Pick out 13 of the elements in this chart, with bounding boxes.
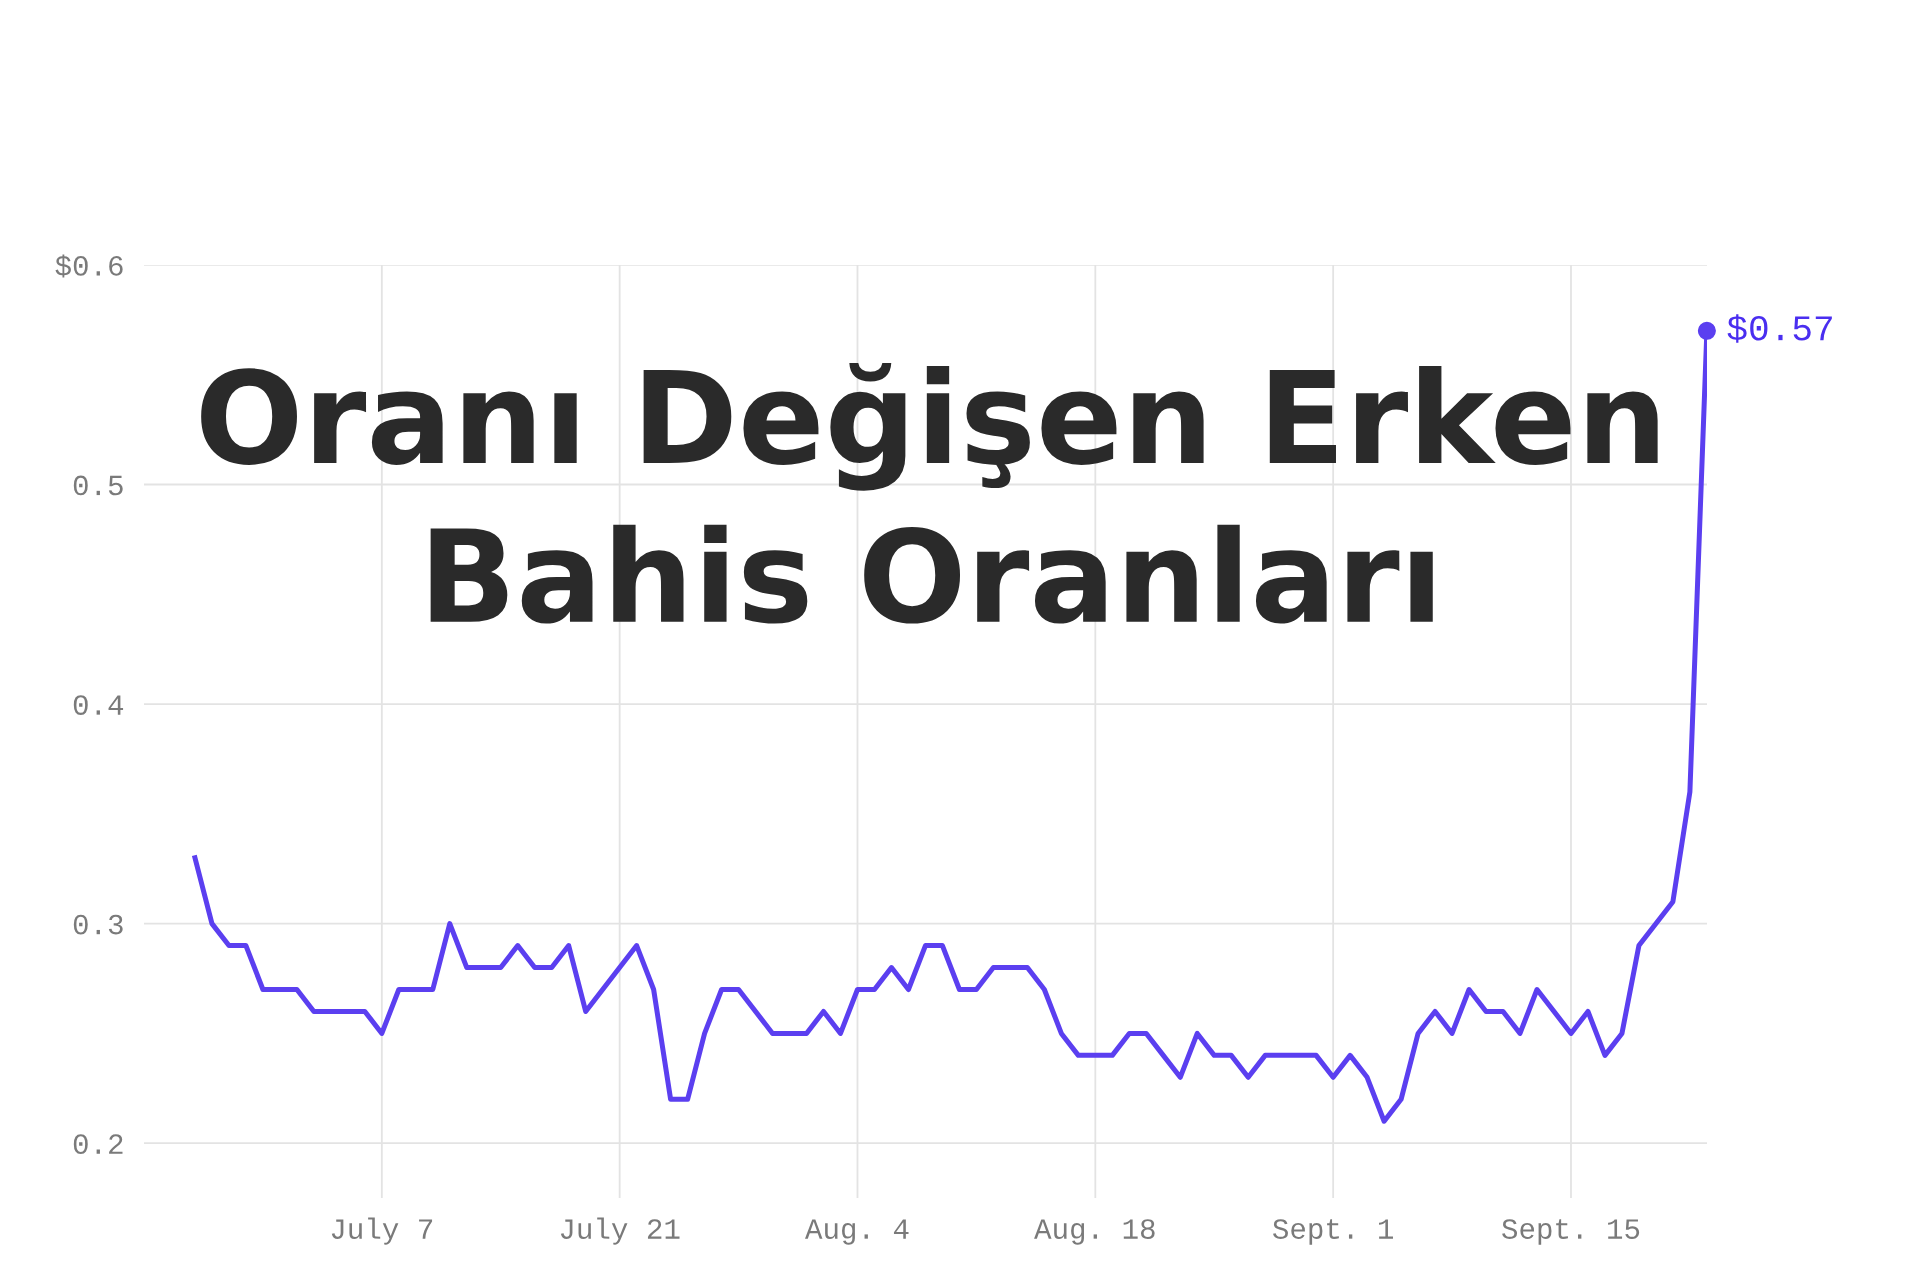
x-tick-label: July 21	[560, 1217, 680, 1245]
annotation: $0.57	[1727, 314, 1832, 343]
x-tick-label: July 7	[331, 1217, 433, 1245]
y-tick-label: 0.5	[73, 475, 123, 496]
text: Oranı Değişen Erken Bahis Oranları	[201, 362, 1658, 624]
y-tick-label: 0.2	[73, 1134, 123, 1155]
x-tick-label: Sept. 1	[1273, 1219, 1393, 1245]
y-tick-label: $0.6	[55, 254, 123, 278]
x-tick-label: Aug. 18	[1034, 1219, 1155, 1245]
x-tick-label: Sept. 15	[1502, 1219, 1640, 1245]
x-tick-label: Aug. 4	[804, 1219, 909, 1245]
y-tick-label: 0.4	[73, 695, 124, 715]
y-tick-label: 0.3	[73, 914, 123, 935]
